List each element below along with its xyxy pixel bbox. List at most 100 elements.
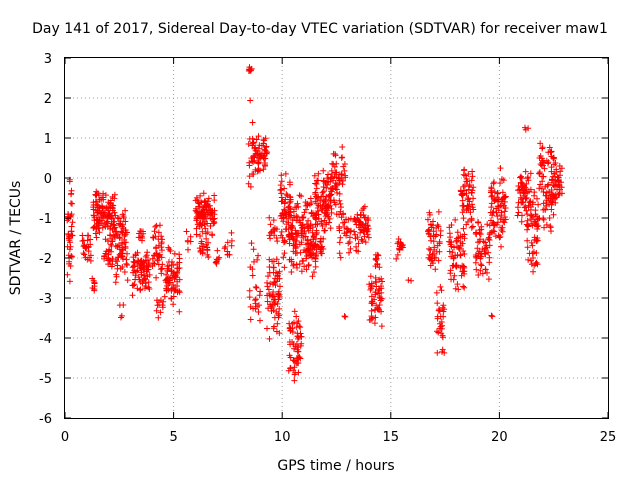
data-point xyxy=(291,345,298,352)
data-point xyxy=(67,262,74,269)
data-point xyxy=(431,244,438,251)
data-point xyxy=(376,276,383,283)
data-point xyxy=(254,151,261,158)
data-point xyxy=(110,221,117,228)
data-point xyxy=(90,224,97,231)
data-point xyxy=(293,237,300,244)
data-point xyxy=(371,296,378,303)
data-point xyxy=(109,202,116,209)
data-point xyxy=(151,252,158,259)
data-point xyxy=(360,229,367,236)
data-point xyxy=(294,264,301,271)
data-point xyxy=(495,232,502,239)
data-point xyxy=(334,181,341,188)
data-point xyxy=(332,201,339,208)
data-point xyxy=(268,230,275,237)
data-point xyxy=(369,315,376,322)
data-point xyxy=(546,188,553,195)
data-point xyxy=(521,124,528,131)
data-point xyxy=(214,247,221,254)
data-point xyxy=(426,209,433,216)
data-point xyxy=(289,320,296,327)
data-point xyxy=(484,269,491,276)
data-point xyxy=(327,178,334,185)
data-point xyxy=(361,233,368,240)
data-point xyxy=(472,259,479,266)
data-point xyxy=(286,233,293,240)
data-point xyxy=(136,276,143,283)
data-point xyxy=(393,255,400,262)
data-point xyxy=(123,229,130,236)
data-point xyxy=(468,201,475,208)
data-point xyxy=(308,254,315,261)
data-point xyxy=(295,203,302,210)
data-point xyxy=(533,259,540,266)
data-point xyxy=(498,209,505,216)
data-point xyxy=(477,261,484,268)
x-tick-label: 10 xyxy=(274,430,291,445)
data-point xyxy=(250,153,257,160)
data-point xyxy=(367,273,374,280)
data-point xyxy=(341,160,348,167)
data-point xyxy=(288,269,295,276)
data-point xyxy=(553,169,560,176)
data-point xyxy=(156,222,163,229)
data-point xyxy=(523,194,530,201)
data-point xyxy=(323,184,330,191)
data-point xyxy=(103,248,110,255)
data-point xyxy=(447,239,454,245)
data-point xyxy=(66,258,73,265)
data-point xyxy=(537,140,544,147)
data-point xyxy=(207,222,214,229)
data-point xyxy=(327,202,334,209)
data-point xyxy=(250,246,257,253)
x-tick-label: 25 xyxy=(600,430,617,445)
y-tick-label: -2 xyxy=(39,252,52,267)
data-point xyxy=(193,225,200,232)
data-point xyxy=(488,312,495,319)
data-point xyxy=(543,199,550,206)
data-point xyxy=(161,293,168,300)
data-point xyxy=(266,214,273,221)
data-point xyxy=(434,300,441,307)
data-point xyxy=(248,240,255,247)
data-point xyxy=(275,260,282,267)
data-point xyxy=(158,254,165,261)
data-point xyxy=(436,240,443,247)
data-point xyxy=(65,211,72,218)
data-point xyxy=(176,255,183,262)
data-point xyxy=(296,261,303,268)
data-point xyxy=(155,261,162,268)
data-point xyxy=(257,288,264,295)
data-point xyxy=(199,250,206,257)
data-point xyxy=(67,243,74,250)
data-point xyxy=(291,377,298,384)
data-point xyxy=(106,232,113,239)
data-point xyxy=(427,255,434,262)
data-point xyxy=(91,286,98,293)
data-point xyxy=(112,279,119,286)
data-point xyxy=(174,278,181,285)
data-point xyxy=(492,233,499,240)
data-point xyxy=(362,239,369,246)
data-point xyxy=(145,256,152,263)
data-point xyxy=(439,304,446,311)
data-point xyxy=(65,215,72,222)
data-point xyxy=(332,169,339,176)
data-point xyxy=(124,250,131,257)
data-point xyxy=(256,142,263,149)
data-point xyxy=(528,220,535,227)
data-point xyxy=(527,206,534,213)
data-point xyxy=(499,189,506,196)
data-point xyxy=(118,312,125,319)
data-point xyxy=(252,283,259,290)
data-point xyxy=(307,225,314,232)
data-point xyxy=(149,262,156,269)
data-point xyxy=(459,202,466,209)
data-point xyxy=(249,119,256,126)
data-point xyxy=(449,249,456,256)
data-point xyxy=(553,181,560,188)
data-point xyxy=(367,286,374,293)
data-point xyxy=(66,178,73,185)
data-point xyxy=(203,201,210,208)
